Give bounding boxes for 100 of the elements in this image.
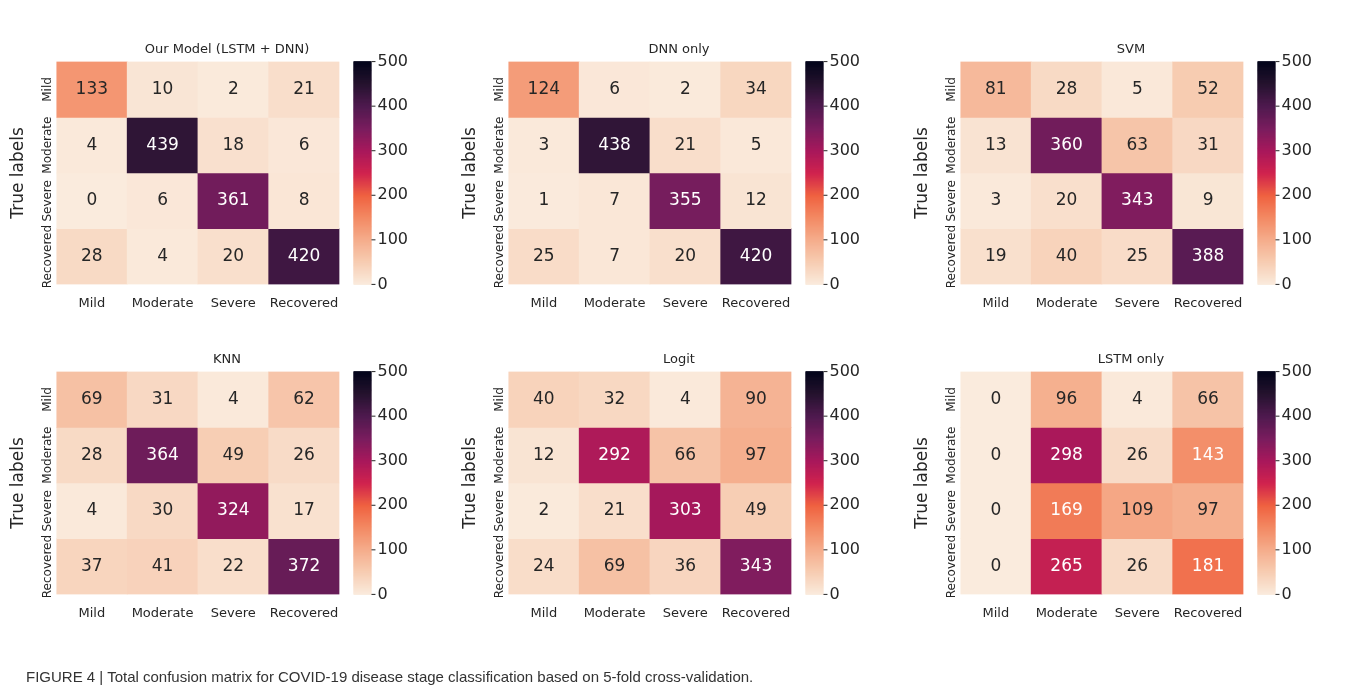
x-tick-label: Mild [982,294,1010,310]
x-tick-label: Moderate [583,604,646,620]
data-label: 18 [222,133,245,154]
data-label: 3 [990,189,1002,210]
data-label: 292 [598,443,631,464]
data-label: 355 [669,189,702,210]
color-bar-label: 100 [829,229,861,248]
y-tick-label: Moderate [491,116,506,174]
data-label: 4 [157,244,168,265]
data-label: 21 [603,499,626,520]
data-label: 28 [80,443,103,464]
data-label: 4 [1131,387,1143,408]
data-label: 81 [984,77,1007,98]
x-tick-label: Recovered [269,604,339,620]
data-label: 298 [1050,443,1083,464]
data-label: 97 [1197,499,1219,520]
chart-title: Our Model (LSTM + DNN) [144,41,310,57]
data-label: 26 [1126,443,1149,464]
data-label: 2 [679,77,691,98]
data-label: 169 [1050,499,1083,520]
x-tick-label: Mild [530,294,558,310]
data-label: 343 [1121,189,1154,210]
color-bar-label: 500 [377,50,409,70]
data-label: 5 [750,133,762,154]
y-tick-label: Severe [943,490,958,532]
data-label: 12 [745,189,767,210]
data-label: 6 [298,133,310,154]
y-tick-label: Severe [491,490,506,532]
y-axis-title: True labels [458,127,479,220]
data-label: 17 [293,499,315,520]
color-bar-label: 200 [1281,184,1313,204]
y-tick-label: Mild [39,387,54,412]
x-tick-label: Moderate [131,604,194,620]
x-tick-label: Severe [210,294,256,310]
color-bar-label: 100 [377,229,409,248]
x-tick-label: Recovered [721,294,791,310]
color-bar-label: 0 [1281,583,1292,603]
color-bar-label: 500 [1281,360,1313,380]
y-tick-label: Moderate [39,116,54,174]
data-label: 40 [532,387,555,408]
data-label: 1 [538,189,550,210]
data-label: 66 [674,443,697,464]
x-tick-label: Recovered [269,294,339,310]
color-bar-label: 400 [829,95,861,115]
data-label: 388 [1191,244,1225,265]
color-bar-label: 100 [1281,229,1313,248]
data-label: 124 [527,77,561,98]
color-bar-label: 200 [377,184,409,204]
data-label: 26 [1126,554,1149,575]
data-label: 343 [739,554,773,575]
data-label: 69 [80,387,103,408]
data-label: 20 [1055,189,1078,210]
color-bar-label: 0 [1281,273,1292,293]
data-label: 41 [151,554,174,575]
data-label: 21 [674,133,697,154]
y-tick-label: Severe [943,180,958,222]
color-bar-label: 200 [829,184,861,204]
y-tick-label: Moderate [943,426,958,484]
data-label: 4 [227,387,239,408]
caption: FIGURE 4 | Total confusion matrix for COVID-19 disease stage classification based on 5-fold cross-validation. [26,668,754,685]
data-label: 438 [598,133,631,154]
data-label: 9 [1202,189,1214,210]
y-tick-label: Severe [39,180,54,222]
data-label: 6 [609,77,620,98]
color-bar-label: 200 [829,494,861,514]
y-tick-label: Mild [943,387,958,412]
y-axis-title: True labels [6,437,27,530]
color-bar-label: 300 [1281,139,1313,159]
y-tick-label: Mild [39,77,54,102]
color-bar-label: 0 [829,273,840,293]
data-label: 360 [1050,133,1083,154]
y-axis-title: True labels [910,127,931,220]
data-label: 13 [984,133,1007,154]
data-label: 439 [146,133,179,154]
data-label: 10 [151,77,174,98]
data-label: 181 [1191,554,1225,575]
data-label: 2 [538,499,550,520]
data-label: 20 [674,244,697,265]
data-label: 26 [293,443,315,464]
data-label: 364 [146,443,179,464]
data-label: 0 [990,387,1002,408]
color-bar-label: 0 [377,273,388,293]
chart-title: KNN [213,351,241,367]
data-label: 49 [222,443,245,464]
y-tick-label: Moderate [39,426,54,484]
data-label: 7 [609,244,620,265]
data-label: 0 [990,443,1002,464]
color-bar-label: 500 [829,360,861,380]
color-bar-label: 400 [1281,405,1313,425]
color-bar-label: 100 [377,539,409,558]
x-tick-label: Severe [662,604,708,620]
data-label: 30 [151,499,174,520]
data-label: 3 [538,133,550,154]
data-label: 49 [745,499,767,520]
data-label: 24 [532,554,555,575]
color-bar-label: 0 [829,583,840,603]
data-label: 21 [293,77,315,98]
data-label: 34 [745,77,767,98]
data-label: 32 [603,387,626,408]
x-tick-label: Recovered [1173,294,1243,310]
